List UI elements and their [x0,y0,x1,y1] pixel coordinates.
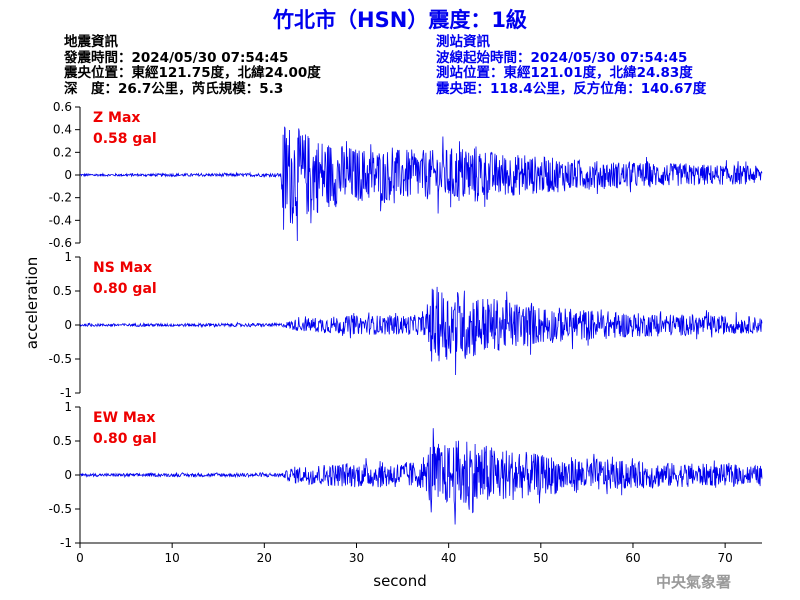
y-tick-label: 0 [64,168,72,182]
chart-title: 竹北市（HSN）震度：1級 [273,8,527,32]
y-tick-label: 0 [64,318,72,332]
x-tick-label: 0 [76,551,84,565]
quake-info: 地震資訊 發震時間：2024/05/30 07:54:45 震央位置：東經121… [64,34,321,97]
station-distance: 震央距：118.4公里，反方位角：140.67度 [436,80,707,97]
max-label-Z: Z Max [93,110,140,126]
waveform-EW [79,428,763,525]
y-tick-label: 0.4 [53,123,72,137]
y-tick-label: 0.5 [53,284,72,298]
quake-info-heading: 地震資訊 [64,34,118,50]
y-tick-label: 0.5 [53,434,72,448]
quake-depth-magnitude: 深 度：26.7公里，芮氏規模：5.3 [64,80,284,97]
x-axis-title: second [373,572,427,590]
y-tick-label: 0.6 [53,100,72,114]
y-tick-label: -0.5 [49,352,72,366]
x-tick-label: 70 [717,551,732,565]
credit-logo: 中央氣象署 [656,573,732,591]
max-value-EW: 0.80 gal [93,431,157,447]
max-label-EW: EW Max [93,410,155,426]
station-info: 測站資訊 波線起始時間：2024/05/30 07:54:45 測站位置：東經1… [436,34,707,97]
y-tick-label: 1 [64,250,72,264]
y-tick-label: 1 [64,400,72,414]
y-axis-title: acceleration [23,257,41,349]
y-tick-label: -1 [60,536,72,550]
x-tick-label: 10 [165,551,180,565]
y-tick-label: -1 [60,386,72,400]
station-info-heading: 測站資訊 [436,34,490,50]
x-tick-label: 20 [257,551,272,565]
x-tick-label: 60 [625,551,640,565]
y-tick-label: 0.2 [53,145,72,159]
max-label-NS: NS Max [93,260,152,276]
y-tick-label: -0.6 [49,236,72,250]
x-tick-label: 40 [441,551,456,565]
station-wave-start: 波線起始時間：2024/05/30 07:54:45 [436,49,688,66]
y-tick-label: -0.5 [49,502,72,516]
waveform-NS [79,286,763,376]
x-tick-label: 50 [533,551,548,565]
quake-time: 發震時間：2024/05/30 07:54:45 [64,49,289,66]
max-value-NS: 0.80 gal [93,281,157,297]
waveform-Z [79,126,763,242]
y-tick-label: -0.4 [49,213,72,227]
y-tick-label: -0.2 [49,191,72,205]
quake-epicenter: 震央位置：東經121.75度，北緯24.00度 [64,65,321,81]
station-location: 測站位置：東經121.01度，北緯24.83度 [436,65,693,81]
max-value-Z: 0.58 gal [93,131,157,147]
y-tick-label: 0 [64,468,72,482]
x-tick-label: 30 [349,551,364,565]
